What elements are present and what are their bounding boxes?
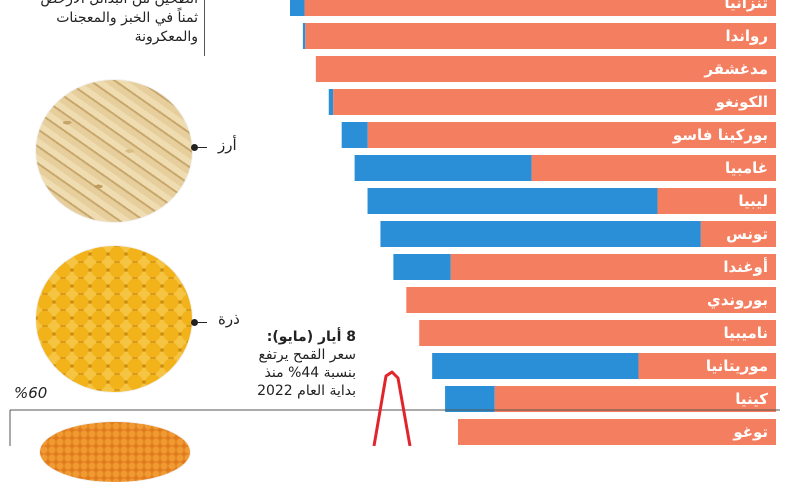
rice-pointer [198,147,207,148]
intro-line: ثمناً في الخبز والمعجنات [56,10,198,26]
corn-pointer [198,322,207,323]
bar-import-share [302,23,306,49]
country-label: بوروندي [706,291,768,309]
country-label: رواندا [725,27,768,45]
country-label: تونس [726,225,768,243]
country-label: مدغشقر [704,60,768,78]
bar-import-share [341,122,368,148]
annotation-date: 8 أيار (مايو): [266,329,356,345]
rice-photo [36,80,192,222]
bar-remainder [531,155,776,181]
bar-remainder [367,122,776,148]
country-label: ناميبيا [723,324,768,342]
wheat-price-spike-line [372,370,412,446]
country-label: الكونغو [715,93,768,111]
bar-import-share [354,155,532,181]
bar-import-share [432,353,639,379]
bar-remainder [458,419,776,445]
bar-remainder [305,23,776,49]
bar-import-share [393,254,451,280]
intro-text: الطحين من البدائل الأرخص ثمناً في الخبز … [14,0,198,47]
bar-remainder [315,56,776,82]
bar-remainder [450,254,776,280]
panel-divider [204,0,205,56]
country-label: تنزانيا [724,0,768,12]
bar-remainder [419,320,776,346]
price-axis-label: %60 [14,384,48,402]
bar-import-share [445,386,495,412]
country-label: أوغندا [723,258,768,276]
bar-import-share [367,188,658,214]
bar-remainder [333,89,776,115]
bar-remainder [494,386,776,412]
rice-dot [191,144,198,151]
import-share-chart [9,0,780,446]
country-label: توغو [733,423,768,441]
intro-line: والمعكرونة [134,29,198,45]
intro-line: الطحين من البدائل الأرخص [14,0,198,9]
annotation-line: بداية العام 2022 [257,383,356,399]
corn-label: ذرة [218,310,240,328]
corn-photo [36,246,192,392]
country-label: غامبيا [724,159,768,177]
bar-import-share [328,89,334,115]
rice-label: أرز [218,136,237,154]
country-label: ليبيا [738,192,768,210]
bar-import-share [380,221,701,247]
bar-remainder [406,287,776,313]
country-label: موريتانيا [705,357,768,375]
bar-import-share [290,0,305,16]
annotation-line: سعر القمح يرتفع [258,347,356,363]
bar-remainder [638,353,776,379]
bar-remainder [700,221,776,247]
country-label: كينيا [735,390,768,408]
bar-remainder [657,188,776,214]
annotation-line: بنسبة 44% منذ [264,365,356,381]
country-label: بوركينا فاسو [672,126,768,144]
bar-remainder [304,0,776,16]
wheat-price-annotation: 8 أيار (مايو): سعر القمح يرتفع بنسبة 44%… [236,328,356,400]
corn-dot [191,319,198,326]
